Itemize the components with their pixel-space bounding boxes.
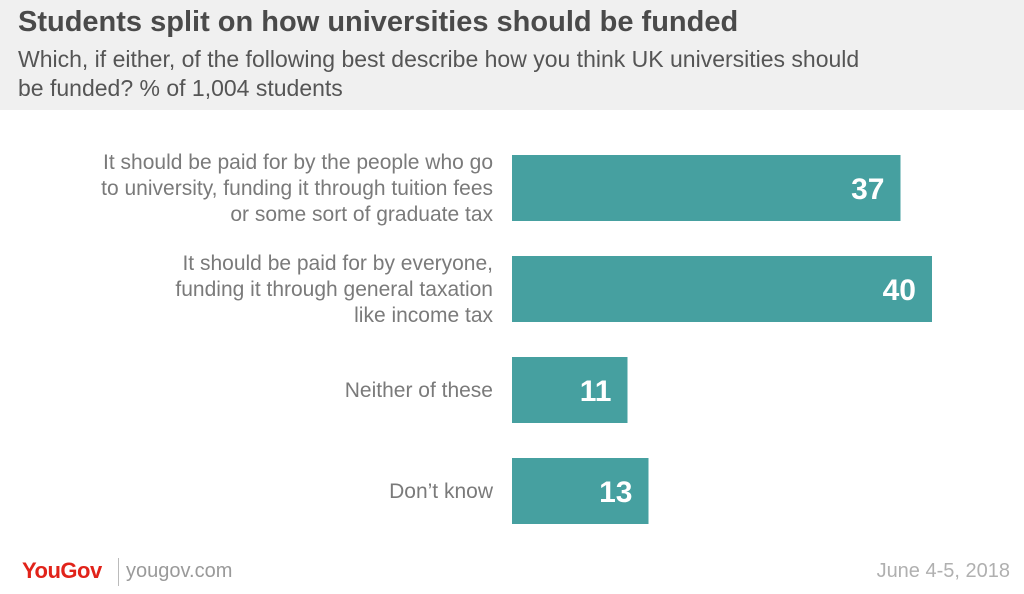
footer-site-link[interactable]: yougov.com xyxy=(126,560,233,582)
bar-3 xyxy=(512,357,628,423)
category-label-2-line-3: like income tax xyxy=(354,304,493,327)
chart-header: Students split on how universities shoul… xyxy=(0,0,1024,110)
subtitle-line-2: be funded? % of 1,004 students xyxy=(18,75,343,101)
category-label-1-line-1: It should be paid for by the people who … xyxy=(103,151,493,174)
subtitle-line-1: Which, if either, of the following best … xyxy=(18,46,860,72)
category-label-4-line-1: Don’t know xyxy=(389,480,494,503)
footer-separator xyxy=(118,558,119,586)
bar-value-label-3: 11 xyxy=(580,375,612,408)
bar-1 xyxy=(512,155,901,221)
category-label-1-line-2: to university, funding it through tuitio… xyxy=(101,177,493,200)
footer-date: June 4-5, 2018 xyxy=(876,560,1010,582)
bar-value-label-2: 40 xyxy=(883,274,916,307)
chart-title: Students split on how universities shoul… xyxy=(18,6,739,38)
category-label-3-line-1: Neither of these xyxy=(345,379,493,402)
category-label-2-line-1: It should be paid for by everyone, xyxy=(182,252,493,275)
category-label-1-line-3: or some sort of graduate tax xyxy=(230,203,493,226)
bar-value-label-4: 13 xyxy=(599,476,632,509)
bar-value-label-1: 37 xyxy=(851,173,884,206)
bar-4 xyxy=(512,458,649,524)
bar-2 xyxy=(512,256,932,322)
yougov-logo: YouGov xyxy=(22,558,102,583)
chart-subtitle: Which, if either, of the following best … xyxy=(18,45,978,103)
category-label-2-line-2: funding it through general taxation xyxy=(175,278,493,301)
